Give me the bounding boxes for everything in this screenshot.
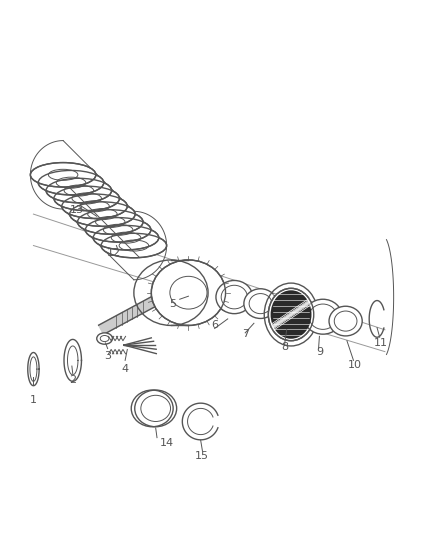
Text: 2: 2 [69,375,76,385]
Text: 10: 10 [347,360,361,370]
Text: 12: 12 [107,248,121,259]
Ellipse shape [216,280,253,313]
Text: 5: 5 [170,298,177,309]
Text: 6: 6 [211,320,218,330]
Ellipse shape [101,233,166,258]
Ellipse shape [38,171,104,195]
Polygon shape [99,288,173,334]
Ellipse shape [268,288,314,341]
Ellipse shape [78,210,143,234]
Ellipse shape [93,225,159,250]
Text: 8: 8 [281,342,288,352]
Text: 1: 1 [30,394,37,405]
Text: 9: 9 [316,346,323,357]
Text: 13: 13 [70,205,84,215]
Ellipse shape [62,194,127,219]
Ellipse shape [46,179,112,203]
Ellipse shape [70,202,135,227]
Ellipse shape [151,260,226,326]
Text: 3: 3 [104,351,111,361]
Ellipse shape [54,186,120,211]
Text: 7: 7 [242,329,249,339]
Ellipse shape [30,163,96,187]
Ellipse shape [85,217,151,242]
Ellipse shape [97,333,113,344]
Text: 14: 14 [159,438,174,448]
Ellipse shape [135,390,177,427]
Ellipse shape [244,289,277,318]
Text: 4: 4 [122,364,129,374]
Ellipse shape [304,299,342,334]
Text: 11: 11 [374,338,388,348]
Ellipse shape [329,306,362,336]
Ellipse shape [271,290,311,339]
Text: 15: 15 [194,451,208,462]
